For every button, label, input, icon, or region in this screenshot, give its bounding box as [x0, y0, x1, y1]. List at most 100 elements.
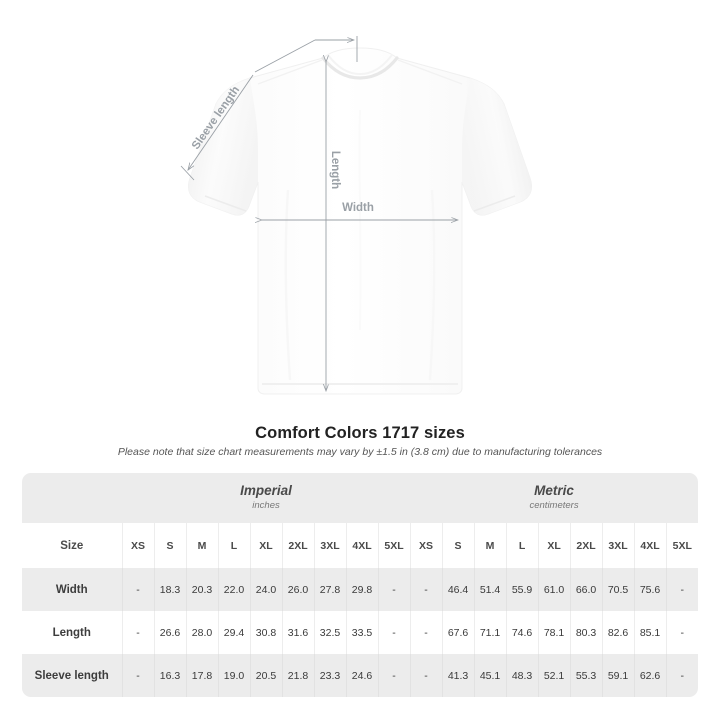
unit-group-metric: Metric centimeters — [410, 473, 698, 523]
cell-width-metric-2xl: 66.0 — [570, 568, 603, 611]
unit-group-name: Imperial — [240, 483, 292, 499]
cell-width-imperial-xl: 24.0 — [250, 568, 283, 611]
cell-sleeve-length-metric-3xl: 59.1 — [602, 654, 635, 697]
size-column-header-metric-5xl: 5XL — [666, 523, 698, 568]
tshirt-left-shoulder-seam — [257, 59, 323, 85]
cell-sleeve-length-imperial-xs: - — [122, 654, 155, 697]
size-column-header-metric-m: M — [474, 523, 507, 568]
cell-sleeve-length-metric-xl: 52.1 — [538, 654, 571, 697]
tolerance-note: Please note that size chart measurements… — [117, 446, 603, 458]
cell-width-imperial-5xl: - — [378, 568, 411, 611]
size-column-header-metric-l: L — [506, 523, 539, 568]
cell-width-imperial-s: 18.3 — [154, 568, 187, 611]
size-column-header-metric-xl: XL — [538, 523, 571, 568]
size-column-header-imperial-2xl: 2XL — [282, 523, 315, 568]
cell-length-imperial-xs: - — [122, 611, 155, 654]
sleeve-end-tick — [180, 165, 195, 181]
unit-banner-row: Imperial inches Metric centimeters — [22, 473, 698, 523]
table-row: Width -18.3 20.3 22.0 24.0 26.0 27.8 29.8- -46.4… — [22, 568, 698, 611]
size-column-header-imperial-xs: XS — [122, 523, 155, 568]
tshirt-collar-inner — [327, 54, 393, 76]
cell-width-imperial-m: 20.3 — [186, 568, 219, 611]
sleeve-length-line — [188, 74, 254, 170]
tshirt-right-sleeve — [462, 78, 532, 216]
cell-width-imperial-4xl: 29.8 — [346, 568, 379, 611]
cell-sleeve-length-imperial-5xl: - — [378, 654, 411, 697]
tshirt-shape — [187, 47, 533, 395]
size-column-header-imperial-3xl: 3XL — [314, 523, 347, 568]
cell-length-imperial-m: 28.0 — [186, 611, 219, 654]
tshirt-fold-right — [428, 189, 436, 381]
sleeve-leader-shoulder — [254, 39, 316, 73]
tshirt-fold-center — [358, 109, 362, 331]
size-column-header-imperial-m: M — [186, 523, 219, 568]
size-column-header-imperial-l: L — [218, 523, 251, 568]
cell-width-imperial-l: 22.0 — [218, 568, 251, 611]
cell-sleeve-length-metric-5xl: - — [666, 654, 698, 697]
unit-group-subtitle: inches — [252, 499, 280, 511]
size-column-header-metric-xs: XS — [410, 523, 443, 568]
size-chart-table-container: Imperial inches Metric centimeters Size XS S M L… — [22, 473, 698, 697]
tshirt-collar — [321, 56, 399, 80]
cell-width-metric-m: 51.4 — [474, 568, 507, 611]
tshirt-right-shoulder-seam — [397, 59, 463, 85]
measurement-label-width: Width — [22, 568, 123, 611]
size-column-header-metric-s: S — [442, 523, 475, 568]
unit-group-subtitle: centimeters — [529, 499, 579, 511]
cell-width-metric-5xl: - — [666, 568, 698, 611]
size-chart-table: Imperial inches Metric centimeters Size XS S M L… — [22, 473, 698, 697]
size-column-header-imperial-4xl: 4XL — [346, 523, 379, 568]
cell-width-imperial-2xl: 26.0 — [282, 568, 315, 611]
size-column-header-imperial-5xl: 5XL — [378, 523, 411, 568]
tshirt-left-sleeve — [188, 78, 258, 216]
tshirt-fold-left — [284, 189, 292, 381]
measurement-label-sleeve-length: Sleeve length — [22, 654, 123, 697]
cell-length-imperial-l: 29.4 — [218, 611, 251, 654]
tshirt-right-sleeve-hem — [473, 195, 516, 212]
cell-width-metric-xl: 61.0 — [538, 568, 571, 611]
unit-group-name: Metric — [534, 483, 574, 499]
cell-length-metric-2xl: 80.3 — [570, 611, 603, 654]
tshirt-illustration: Sleeve length Length Width — [180, 36, 533, 395]
cell-sleeve-length-metric-m: 45.1 — [474, 654, 507, 697]
cell-width-metric-xs: - — [410, 568, 443, 611]
size-column-header-imperial-xl: XL — [250, 523, 283, 568]
cell-sleeve-length-metric-l: 48.3 — [506, 654, 539, 697]
cell-sleeve-length-imperial-3xl: 23.3 — [314, 654, 347, 697]
size-column-header-metric-3xl: 3XL — [602, 523, 635, 568]
cell-width-imperial-xs: - — [122, 568, 155, 611]
cell-width-metric-4xl: 75.6 — [634, 568, 667, 611]
cell-sleeve-length-metric-2xl: 55.3 — [570, 654, 603, 697]
cell-length-imperial-3xl: 32.5 — [314, 611, 347, 654]
cell-length-metric-l: 74.6 — [506, 611, 539, 654]
size-column-header-metric-2xl: 2XL — [570, 523, 603, 568]
cell-sleeve-length-imperial-2xl: 21.8 — [282, 654, 315, 697]
cell-length-imperial-5xl: - — [378, 611, 411, 654]
size-column-header-imperial-s: S — [154, 523, 187, 568]
cell-sleeve-length-imperial-m: 17.8 — [186, 654, 219, 697]
cell-width-metric-l: 55.9 — [506, 568, 539, 611]
size-header-label: Size — [22, 523, 123, 568]
size-header-row: Size XS S M L XL 2XL 3XL 4XL 5XL XS S M L XL 2XL 3XL 4XL 5… — [22, 523, 698, 568]
cell-length-metric-xl: 78.1 — [538, 611, 571, 654]
unit-banner-spacer — [22, 473, 122, 523]
cell-length-metric-m: 71.1 — [474, 611, 507, 654]
cell-length-metric-xs: - — [410, 611, 443, 654]
cell-width-imperial-3xl: 27.8 — [314, 568, 347, 611]
cell-sleeve-length-imperial-xl: 20.5 — [250, 654, 283, 697]
size-column-header-metric-4xl: 4XL — [634, 523, 667, 568]
unit-group-imperial: Imperial inches — [122, 473, 411, 523]
cell-length-metric-4xl: 85.1 — [634, 611, 667, 654]
measurement-annotations — [180, 36, 458, 391]
cell-length-metric-s: 67.6 — [442, 611, 475, 654]
length-label: Length — [329, 151, 341, 189]
width-label: Width — [342, 202, 374, 214]
cell-length-imperial-2xl: 31.6 — [282, 611, 315, 654]
page-title: Comfort Colors 1717 sizes — [255, 424, 465, 442]
cell-sleeve-length-imperial-s: 16.3 — [154, 654, 187, 697]
cell-sleeve-length-metric-s: 41.3 — [442, 654, 475, 697]
cell-width-metric-s: 46.4 — [442, 568, 475, 611]
cell-sleeve-length-imperial-l: 19.0 — [218, 654, 251, 697]
cell-sleeve-length-metric-xs: - — [410, 654, 443, 697]
tshirt-left-sleeve-hem — [204, 195, 247, 212]
